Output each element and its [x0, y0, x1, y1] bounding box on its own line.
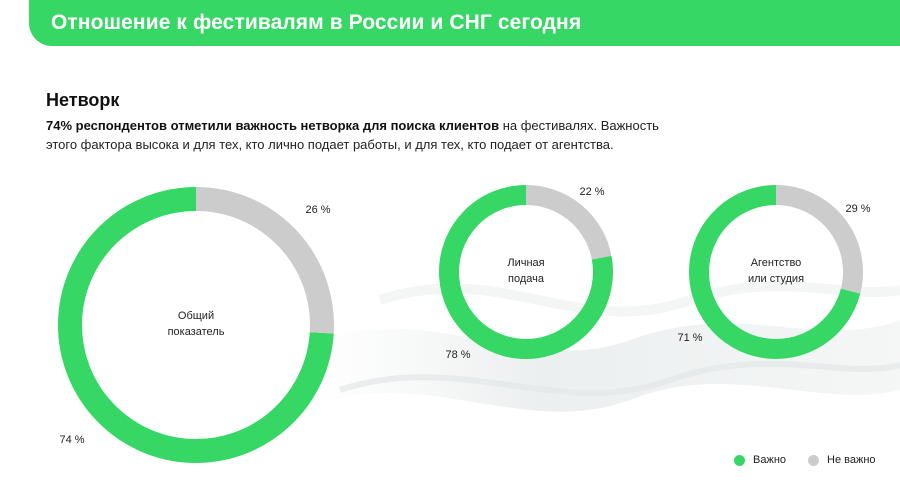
center-label-line: подача [508, 273, 545, 285]
description-highlight: 74% респондентов отметили важность нетво… [46, 118, 500, 133]
section-description: 74% респондентов отметили важность нетво… [46, 116, 726, 154]
donut-chart-2: Личная подача 78 % 22 % [439, 185, 613, 361]
center-label-line: или студия [748, 273, 804, 285]
slice-important [439, 185, 613, 359]
legend-item-important: Важно [734, 454, 786, 466]
center-label-line: показатель [168, 326, 225, 338]
center-label-line: Агентство [751, 257, 802, 269]
header-banner: Отношение к фестивалям в России и СНГ се… [29, 0, 900, 46]
description-text-line1: на фестивалях. Важность [499, 118, 659, 133]
donut-chart-3: Агентство или студия 71 % 29 % [677, 185, 871, 359]
legend-label-not-important: Не важно [827, 454, 876, 466]
legend-swatch-important [734, 454, 745, 466]
data-label-not-important: 22 % [579, 186, 604, 198]
description-text-line2: этого фактора высока и для тех, кто личн… [46, 137, 614, 152]
center-label-line: Личная [507, 257, 544, 269]
donut-chart-1: Общий показатель 74 % 26 % [58, 187, 334, 463]
data-label-not-important: 26 % [305, 204, 330, 216]
data-label-not-important: 29 % [845, 203, 870, 215]
page-title: Отношение к фестивалям в России и СНГ се… [51, 11, 582, 34]
slice-important [58, 187, 334, 463]
data-label-important: 71 % [677, 332, 702, 344]
data-label-important: 78 % [445, 349, 470, 361]
data-label-important: 74 % [59, 434, 84, 446]
slice-important [689, 185, 861, 359]
section-title: Нетворк [46, 90, 120, 110]
chart-legend: Важно Не важно [734, 454, 898, 466]
slice-not-important [775, 185, 863, 294]
legend-item-not-important: Не важно [808, 454, 876, 466]
slice-not-important [195, 187, 334, 334]
slice-not-important [525, 185, 612, 260]
legend-label-important: Важно [753, 454, 787, 466]
center-label-line: Общий [178, 310, 214, 322]
legend-swatch-not-important [808, 454, 820, 466]
